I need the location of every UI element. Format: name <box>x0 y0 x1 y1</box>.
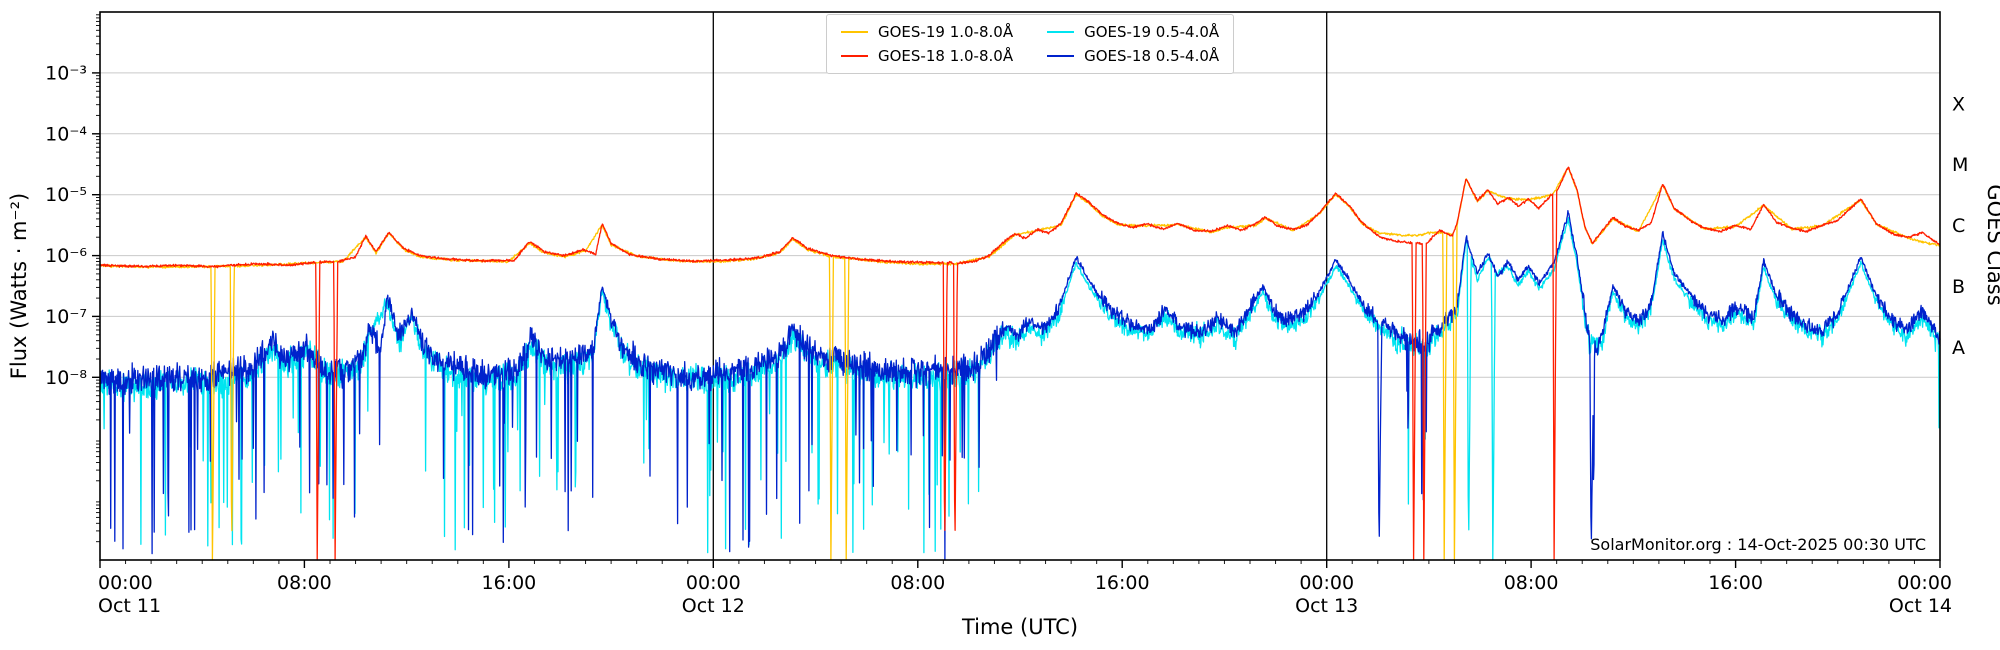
watermark: SolarMonitor.org : 14-Oct-2025 00:30 UTC <box>1590 535 1926 554</box>
x-axis-tick-label: 08:00 <box>1504 572 1559 594</box>
chart-legend: GOES-19 1.0-8.0Å GOES-18 1.0-8.0Å GOES-1… <box>826 14 1235 74</box>
legend-line-swatch <box>841 30 868 34</box>
x-axis-tick-label: 16:00 <box>1708 572 1763 594</box>
legend-label: GOES-18 0.5-4.0Å <box>1084 47 1220 65</box>
x-axis-date-label: Oct 11 <box>98 595 161 617</box>
legend-label: GOES-19 0.5-4.0Å <box>1084 23 1220 41</box>
goes-class-letter: A <box>1952 337 1965 359</box>
legend-line-swatch <box>1047 30 1075 34</box>
x-axis-tick-label: 00:00 <box>1299 572 1354 594</box>
x-axis-tick-label: 16:00 <box>482 572 537 594</box>
goes-class-letter: C <box>1952 215 1965 237</box>
legend-label: GOES-18 1.0-8.0Å <box>878 47 1014 65</box>
flux-series-line-4 <box>99 210 1941 561</box>
x-axis-tick-label: 00:00 <box>98 572 153 594</box>
legend-item: GOES-18 1.0-8.0Å <box>841 47 1013 65</box>
x-axis-tick-label: 00:00 <box>1897 572 1952 594</box>
y-axis-tick-label: 10⁻⁸ <box>45 367 87 389</box>
y-axis-title: Flux (Watts · m⁻²) <box>7 193 31 379</box>
legend-item: GOES-18 0.5-4.0Å <box>1047 47 1219 65</box>
x-axis-title: Time (UTC) <box>961 615 1078 639</box>
right-axis-title: GOES Class <box>1983 184 2000 305</box>
x-axis-tick-label: 00:00 <box>686 572 741 594</box>
x-axis-tick-label: 08:00 <box>277 572 332 594</box>
x-axis-tick-label: 08:00 <box>890 572 945 594</box>
flux-series-line-1 <box>99 167 1941 561</box>
legend-item: GOES-19 0.5-4.0Å <box>1047 23 1219 41</box>
x-axis-tick-label: 16:00 <box>1095 572 1150 594</box>
goes-class-letter: B <box>1952 276 1965 298</box>
x-axis-date-label: Oct 14 <box>1889 595 1952 617</box>
y-axis-tick-label: 10⁻³ <box>45 62 87 84</box>
y-axis-tick-label: 10⁻⁶ <box>45 245 87 267</box>
x-axis-date-label: Oct 13 <box>1295 595 1358 617</box>
plot-frame <box>99 11 1941 561</box>
y-axis-tick-label: 10⁻⁴ <box>45 123 87 145</box>
flux-series-line-3 <box>99 217 1941 561</box>
goes-class-letter: M <box>1952 154 1968 176</box>
x-axis-date-label: Oct 12 <box>682 595 745 617</box>
legend-label: GOES-19 1.0-8.0Å <box>878 23 1014 41</box>
legend-line-swatch <box>1047 54 1075 58</box>
y-axis-tick-label: 10⁻⁵ <box>45 184 87 206</box>
legend-item: GOES-19 1.0-8.0Å <box>841 23 1013 41</box>
y-axis-tick-label: 10⁻⁷ <box>45 306 87 328</box>
legend-line-swatch <box>841 54 868 58</box>
goes-class-letter: X <box>1952 93 1965 115</box>
flux-series-line-2 <box>99 166 1941 561</box>
